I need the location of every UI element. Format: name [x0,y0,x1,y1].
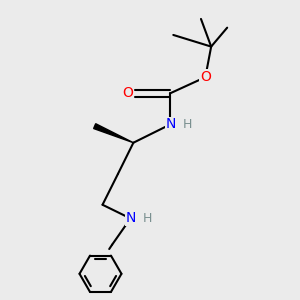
Text: H: H [143,212,152,225]
Text: O: O [123,86,134,100]
Text: H: H [183,118,192,131]
Text: O: O [200,70,211,84]
Text: N: N [125,212,136,225]
Polygon shape [94,124,134,143]
Text: N: N [165,117,176,131]
